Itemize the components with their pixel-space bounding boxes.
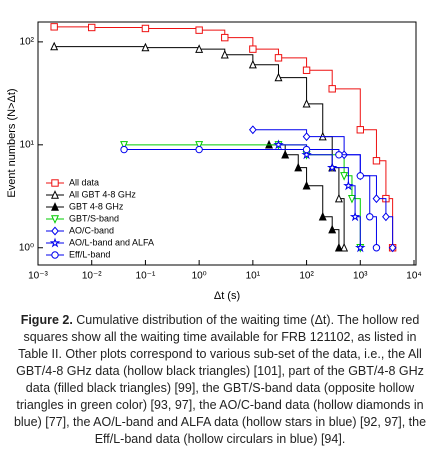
marker: [274, 54, 283, 62]
x-tick-label: 10⁻²: [82, 271, 102, 282]
x-tick-label: 10⁻³: [28, 271, 48, 282]
marker: [220, 49, 229, 59]
marker: [372, 194, 381, 204]
marker: [335, 151, 343, 159]
marker: [120, 141, 129, 150]
x-tick-label: 10¹: [246, 271, 261, 282]
marker: [356, 172, 364, 180]
marker: [388, 243, 397, 253]
y-axis-label: Event numbers (N>Δt): [6, 88, 18, 197]
legend-marker: [49, 237, 61, 248]
marker: [195, 145, 203, 154]
marker: [302, 132, 311, 142]
x-axis-label: Δt (s): [214, 290, 240, 302]
marker: [340, 172, 349, 181]
caption-label: Figure 2.: [20, 313, 73, 327]
marker: [334, 242, 343, 252]
marker: [355, 242, 366, 253]
marker: [301, 149, 312, 160]
marker: [302, 180, 311, 190]
y-tick-label: 10¹: [20, 139, 35, 150]
marker: [372, 157, 381, 165]
marker: [340, 242, 349, 252]
legend-label: All GBT 4-8 GHz: [69, 189, 136, 199]
x-tick-label: 10²: [299, 271, 314, 282]
marker: [349, 211, 361, 222]
caption: Figure 2. Cumulative distribution of the…: [8, 312, 432, 448]
marker: [248, 59, 257, 69]
marker: [372, 244, 381, 252]
marker: [195, 44, 204, 53]
legend-label: GBT 4-8 GHz: [69, 201, 124, 211]
marker: [302, 145, 311, 154]
marker: [382, 212, 390, 222]
marker: [347, 194, 356, 204]
plot-frame: [37, 21, 417, 266]
marker: [50, 23, 58, 31]
marker: [88, 23, 96, 32]
marker: [50, 41, 59, 51]
y-tick-label: 10⁰: [19, 242, 34, 253]
y-tick-label: 10²: [20, 37, 35, 48]
x-tick-label: 10⁰: [192, 271, 207, 282]
marker: [195, 141, 204, 150]
series-line: [278, 144, 361, 248]
marker: [120, 145, 128, 154]
marker: [281, 149, 290, 159]
legend-label: AO/L-band and ALFA: [69, 237, 154, 247]
marker: [328, 85, 336, 93]
legend-marker: [51, 226, 59, 236]
chart: Δt (s) Event numbers (N>Δt) 10⁻³ 10⁻² 10⁻¹…: [6, 21, 422, 302]
marker: [366, 213, 374, 221]
marker: [318, 211, 327, 221]
marker: [274, 72, 283, 82]
marker: [302, 98, 311, 108]
legend-marker: [51, 251, 59, 259]
legend-marker: [51, 190, 59, 199]
marker: [221, 33, 229, 42]
legend-label: All data: [69, 177, 99, 187]
marker: [328, 224, 337, 234]
marker: [195, 26, 203, 34]
legend-marker: [51, 202, 59, 211]
legend-marker: [51, 179, 59, 187]
legend-label: GBT/S-band: [69, 213, 119, 223]
series-line: [269, 144, 340, 248]
legend-marker: [51, 215, 59, 224]
marker: [273, 139, 284, 150]
marker: [294, 162, 303, 172]
marker: [249, 45, 257, 53]
marker: [248, 125, 257, 135]
legend-label: Eff/L-band: [69, 249, 110, 259]
marker: [356, 126, 364, 134]
x-tick-label: 10³: [353, 271, 368, 282]
series-line: [124, 144, 361, 248]
caption-text: Cumulative distribution of the waiting t…: [13, 313, 427, 446]
legend-label: AO/C-band: [69, 225, 114, 235]
marker: [141, 42, 150, 52]
marker: [343, 180, 354, 191]
marker: [302, 66, 311, 74]
marker: [326, 162, 338, 173]
marker: [141, 24, 150, 33]
x-tick-label: 10⁴: [406, 271, 421, 282]
marker: [334, 193, 343, 203]
x-tick-label: 10⁻¹: [136, 271, 156, 282]
